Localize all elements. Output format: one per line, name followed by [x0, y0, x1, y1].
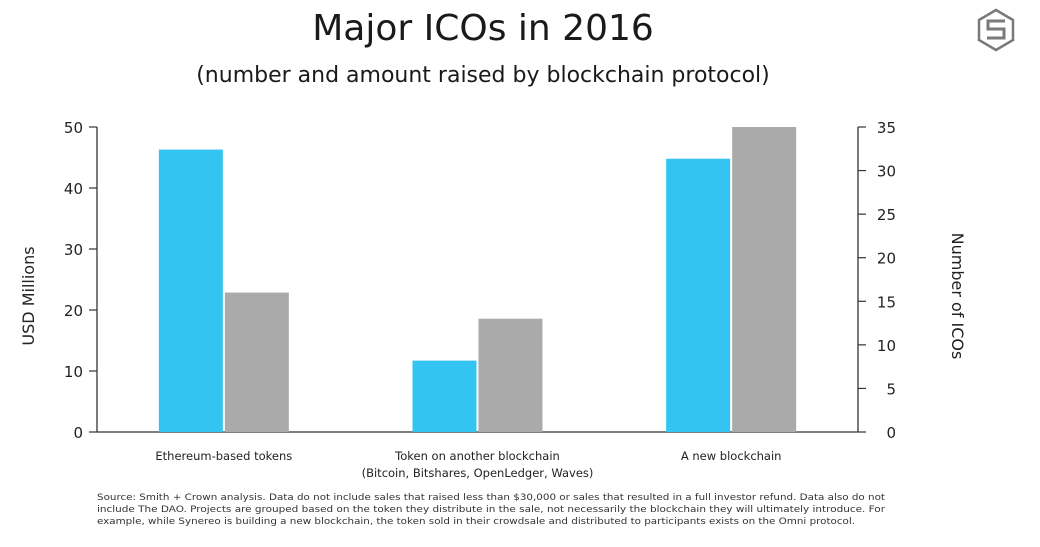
y-right-tick-label: 10: [877, 337, 896, 355]
y-right-tick-label: 30: [877, 163, 896, 181]
x-category-label: Ethereum-based tokens: [155, 449, 292, 463]
y-left-tick-label: 50: [64, 119, 83, 137]
x-category-label: Token on another blockchain: [394, 449, 560, 463]
source-note-line: include The DAO. Projects are grouped ba…: [97, 505, 886, 515]
bar-usd-millions: [412, 360, 477, 432]
y-right-tick-label: 20: [877, 250, 896, 268]
x-category-label: (Bitcoin, Bitshares, OpenLedger, Waves): [362, 466, 594, 480]
bar-number-of-icos: [224, 292, 289, 432]
y-right-tick-label: 5: [886, 380, 896, 398]
bar-usd-millions: [666, 158, 731, 432]
bar-number-of-icos: [478, 318, 543, 432]
y-right-tick-label: 35: [877, 119, 896, 137]
y-left-tick-label: 30: [64, 241, 83, 259]
source-note-line: Source: Smith + Crown analysis. Data do …: [97, 493, 886, 503]
chart-subtitle: (number and amount raised by blockchain …: [196, 63, 770, 88]
smith-crown-logo-icon: [977, 8, 1015, 52]
y-right-tick-label: 15: [877, 293, 896, 311]
y-axis-right-label: Number of ICOs: [948, 233, 967, 360]
y-left-tick-label: 40: [64, 180, 83, 198]
chart-title: Major ICOs in 2016: [312, 8, 654, 49]
source-note-line: example, while Synereo is building a new…: [97, 517, 855, 527]
source-note: Source: Smith + Crown analysis. Data do …: [97, 493, 886, 527]
y-right-tick-label: 0: [886, 424, 896, 442]
x-category-label: A new blockchain: [681, 449, 782, 463]
bar-usd-millions: [158, 149, 223, 432]
y-left-tick-label: 10: [64, 363, 83, 381]
y-right-tick-label: 25: [877, 206, 896, 224]
y-left-tick-label: 0: [73, 424, 83, 442]
bar-number-of-icos: [732, 127, 797, 432]
y-left-tick-label: 20: [64, 302, 83, 320]
y-axis-left-label: USD Millions: [19, 246, 38, 345]
